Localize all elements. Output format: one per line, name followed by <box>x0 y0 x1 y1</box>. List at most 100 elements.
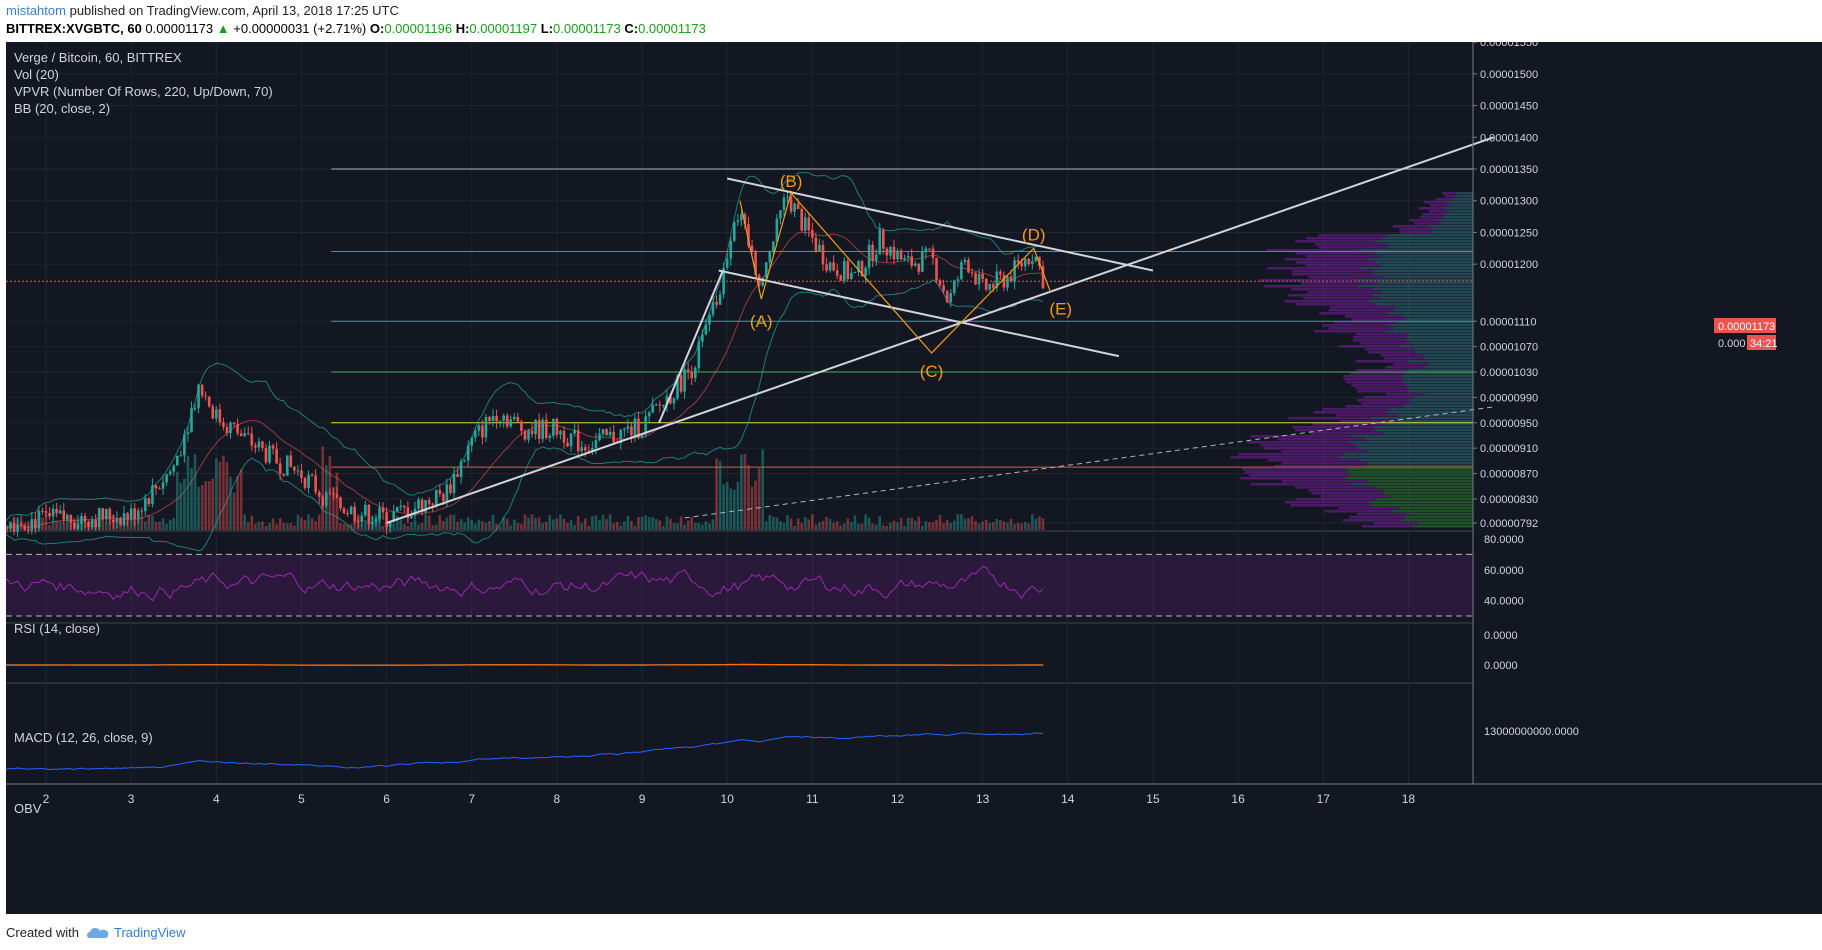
volume-bar <box>569 520 573 530</box>
vpvr-up <box>1357 447 1473 450</box>
footer: Created with TradingView <box>6 925 186 940</box>
candle-body <box>211 406 215 419</box>
candle-body <box>51 508 55 517</box>
vpvr-up <box>1375 486 1473 489</box>
price-tick-label: 0.00001450 <box>1480 101 1538 113</box>
time-tick-label: 12 <box>891 792 905 806</box>
candle-body <box>303 477 307 488</box>
volume-bar <box>307 514 310 530</box>
up-arrow-icon: ▲ <box>216 21 230 36</box>
vpvr-up <box>1399 345 1473 348</box>
candle-body <box>605 429 608 436</box>
vpvr-down <box>1355 360 1409 363</box>
candle-body <box>619 429 623 443</box>
time-tick-label: 6 <box>383 792 390 806</box>
vpvr-down <box>1260 444 1357 447</box>
vpvr-down <box>1322 324 1391 327</box>
vpvr-up <box>1449 204 1473 207</box>
vpvr-up <box>1390 408 1473 411</box>
volume-bar <box>605 519 608 530</box>
candle-body <box>488 416 491 421</box>
candle-body <box>477 425 481 431</box>
volume-bar <box>637 516 640 530</box>
candle-body <box>395 507 399 512</box>
volume-bar <box>910 517 913 530</box>
volume-bar <box>48 525 51 530</box>
candle-body <box>381 507 385 513</box>
volume-bar <box>229 476 232 530</box>
author-link[interactable]: mistahtom <box>6 3 66 18</box>
candle-body <box>686 369 690 373</box>
vpvr-down <box>1385 366 1425 369</box>
volume-bar <box>967 517 970 530</box>
candle-body <box>537 419 541 439</box>
l-value: 0.00001173 <box>553 21 621 36</box>
candle-body <box>349 506 353 515</box>
candle-body <box>126 513 129 519</box>
candle-body <box>718 294 722 305</box>
candle-body <box>1034 256 1038 262</box>
vpvr-up <box>1390 324 1473 327</box>
vpvr-up <box>1378 282 1473 285</box>
vpvr-down <box>1284 258 1370 261</box>
candle-body <box>449 484 452 494</box>
o-value: 0.00001196 <box>384 21 453 36</box>
candle-body <box>161 482 165 489</box>
tradingview-brand: TradingView <box>113 925 186 940</box>
candle-body <box>711 301 715 315</box>
candle-body <box>310 474 314 476</box>
vpvr-up <box>1408 387 1473 390</box>
change-value: +0.00000031 (+2.71%) <box>233 21 367 36</box>
candle-body <box>725 258 729 268</box>
candle-body <box>73 522 76 529</box>
vpvr-up <box>1383 432 1473 435</box>
candle-body <box>261 441 264 448</box>
countdown-value: 34:21 <box>1750 338 1778 350</box>
candle-body <box>243 433 246 437</box>
vpvr-down <box>1250 483 1351 486</box>
volume-bar <box>289 522 293 530</box>
volume-bar <box>310 517 314 530</box>
price-tick-label: 0.00000950 <box>1480 418 1538 430</box>
tradingview-link[interactable]: TradingView <box>86 925 186 940</box>
time-tick-label: 18 <box>1402 792 1416 806</box>
candle-body <box>988 284 992 290</box>
candle-body <box>122 513 126 525</box>
vpvr-down <box>1393 363 1430 366</box>
candle-body <box>129 508 133 519</box>
volume-bar <box>935 519 938 530</box>
candle-body <box>931 248 935 259</box>
candle-body <box>782 197 786 211</box>
volume-bar <box>651 517 654 530</box>
volume-bar <box>491 514 495 530</box>
candle-body <box>172 465 176 472</box>
volume-bar <box>626 515 630 530</box>
candle-body <box>970 272 974 274</box>
volume-bar <box>498 525 502 530</box>
volume-bar <box>285 523 289 530</box>
volume-bar <box>764 521 768 530</box>
time-tick-label: 15 <box>1146 792 1160 806</box>
candle-body <box>58 510 62 514</box>
macd-histogram-bar <box>800 665 803 666</box>
candle-body <box>732 222 736 241</box>
vpvr-down <box>1238 453 1345 456</box>
volume-bar <box>981 521 984 530</box>
candle-body <box>406 507 410 519</box>
volume-bar <box>718 460 722 530</box>
vpvr-up <box>1413 348 1473 351</box>
vpvr-up <box>1411 402 1473 405</box>
candle-body <box>307 474 310 488</box>
candle-body <box>427 500 431 504</box>
volume-bar <box>51 521 55 530</box>
candle-body <box>473 430 477 438</box>
vpvr-down <box>1310 432 1384 435</box>
candle-body <box>1002 274 1006 288</box>
volume-bar <box>860 523 864 530</box>
vpvr-down <box>1263 285 1359 288</box>
vpvr-up <box>1365 438 1473 441</box>
vpvr-up <box>1393 327 1473 330</box>
candle-body <box>424 500 427 513</box>
volume-bar <box>867 517 871 530</box>
